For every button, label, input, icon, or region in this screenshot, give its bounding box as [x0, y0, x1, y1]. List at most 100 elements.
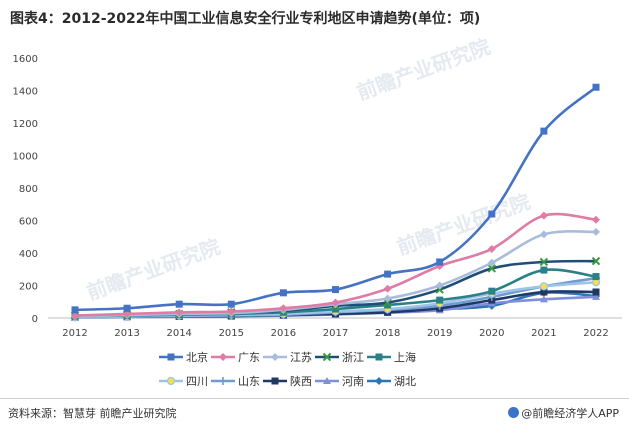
data-point: [332, 305, 339, 313]
series-广东: [71, 211, 600, 320]
brand-logo-icon: [508, 407, 520, 418]
data-point: [227, 300, 235, 308]
x-tick-label: 2016: [271, 328, 296, 339]
data-point: [123, 309, 132, 318]
x-tick-label: 2017: [323, 328, 348, 339]
y-tick-label: 200: [19, 282, 38, 293]
y-tick-label: 1200: [13, 119, 38, 130]
legend-item: 湖北: [367, 375, 416, 388]
data-point: [487, 258, 496, 267]
data-point: [123, 304, 131, 312]
data-point: [487, 244, 496, 253]
data-point: [540, 127, 548, 135]
y-tick-label: 1400: [13, 87, 38, 98]
legend-label: 广东: [238, 351, 260, 364]
legend-label: 浙江: [342, 351, 364, 364]
data-point: [332, 286, 339, 294]
x-tick-label: 2012: [62, 328, 87, 339]
watermark-text: 前瞻产业研究院: [354, 34, 494, 104]
x-tick-label: 2021: [531, 328, 556, 339]
brand-text: @前瞻经济学人APP: [521, 407, 619, 420]
y-tick-label: 800: [19, 184, 38, 195]
legend-label: 四川: [186, 375, 208, 388]
data-point: [540, 266, 548, 274]
x-tick-label: 2019: [427, 328, 452, 339]
legend-item: 上海: [367, 350, 416, 364]
legend-label: 河南: [342, 375, 364, 388]
legend-item: 河南: [315, 375, 364, 388]
watermark-text: 前瞻产业研究院: [394, 189, 534, 259]
data-point: [436, 258, 444, 266]
data-point: [384, 301, 392, 309]
y-axis: 0 200 400 600 800 1000 1200 1400 1600: [13, 54, 38, 325]
data-point: [175, 300, 183, 308]
y-tick-label: 400: [19, 249, 38, 260]
legend-label: 山东: [238, 375, 260, 388]
data-point: [592, 83, 600, 91]
legend-item: 浙江: [315, 351, 364, 364]
data-point: [331, 298, 340, 307]
data-point: [435, 281, 444, 290]
x-tick-label: 2022: [583, 328, 608, 339]
data-point: [384, 270, 392, 278]
series-line: [74, 86, 597, 312]
x-axis: 2012 2013 2014 2015 2016 2017 2018 2019 2020 2021…: [48, 317, 622, 339]
legend-label: 江苏: [290, 351, 312, 364]
y-tick-label: 0: [32, 314, 38, 325]
data-point: [592, 227, 600, 236]
data-point: [488, 287, 496, 295]
legend-marker: [219, 353, 227, 361]
data-point: [487, 264, 497, 273]
data-point: [539, 211, 548, 220]
legend-item: 山东: [211, 375, 260, 388]
legend-label: 湖北: [394, 375, 416, 388]
legend-marker: [271, 377, 279, 385]
data-point: [175, 308, 184, 317]
series-group: [70, 83, 601, 322]
legend-label: 上海: [394, 350, 416, 364]
data-point: [539, 295, 548, 303]
data-point: [279, 289, 287, 297]
legend-item: 江苏: [263, 351, 312, 364]
y-tick-label: 1000: [13, 152, 38, 163]
data-point: [71, 306, 79, 314]
data-point: [592, 273, 600, 281]
x-tick-label: 2018: [375, 328, 400, 339]
data-point: [540, 288, 548, 296]
footer-divider: [0, 398, 629, 399]
legend-label: 北京: [186, 350, 208, 364]
data-point: [592, 215, 600, 224]
data-point: [383, 284, 392, 293]
data-point: [488, 210, 496, 218]
data-point: [436, 296, 444, 304]
data-point: [591, 256, 601, 266]
data-point: [539, 230, 548, 239]
data-point: [383, 298, 392, 307]
x-tick-label: 2013: [114, 328, 139, 339]
data-point: [592, 292, 600, 300]
legend-item: 广东: [211, 351, 260, 364]
data-point: [539, 282, 549, 291]
legend-marker: [322, 352, 332, 362]
legend-marker: [323, 377, 331, 384]
data-point: [71, 311, 79, 320]
series-北京: [71, 83, 600, 314]
data-point: [539, 257, 549, 267]
x-tick-label: 2014: [166, 328, 191, 339]
legend-marker: [167, 353, 175, 361]
watermark-text: 前瞻产业研究院: [84, 234, 224, 304]
data-point: [592, 288, 600, 296]
data-point: [227, 307, 236, 316]
legend-label: 陕西: [290, 374, 312, 388]
brand-credit: @前瞻经济学人APP: [508, 405, 619, 421]
x-tick-label: 2015: [219, 328, 244, 339]
legend-item: 北京: [159, 350, 208, 364]
legend-marker: [375, 377, 383, 385]
legend-item: 陕西: [263, 374, 312, 388]
legend-marker: [271, 353, 279, 361]
legend-marker: [219, 377, 227, 385]
chart-title: 图表4：2012-2022年中国工业信息安全行业专利地区申请趋势(单位：项): [10, 11, 481, 27]
data-point: [383, 294, 392, 303]
